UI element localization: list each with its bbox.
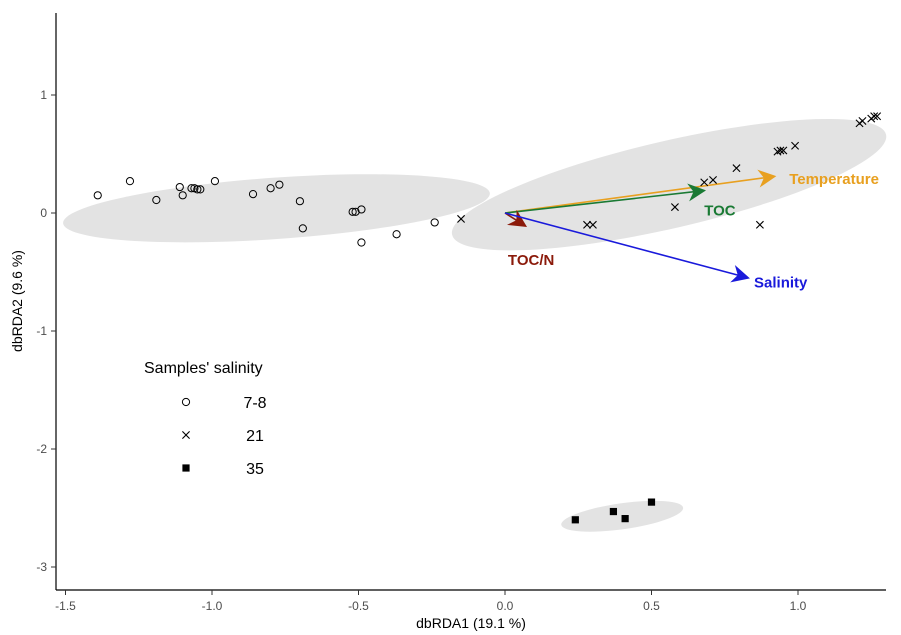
legend-label-35: 35 [246,461,264,478]
vector-label-toc-n: TOC/N [508,252,554,269]
point-salinity-21 [779,146,788,155]
y-axis-title: dbRDA2 (9.6 %) [9,250,25,352]
legend-title: Samples' salinity [144,360,263,377]
point-salinity-78 [357,238,366,247]
legend-key-21 [182,431,190,439]
sample-points [93,112,882,524]
ellipse-group-78 [63,174,490,243]
point-salinity-21 [858,116,867,125]
y-tick-label: -1 [36,324,47,338]
x-tick-label: 1.0 [790,599,807,613]
point-salinity-35 [647,498,656,506]
point-salinity-78 [178,191,187,200]
point-salinity-21 [732,164,741,173]
vector-label-toc: TOC [704,203,736,220]
point-salinity-78 [93,191,102,200]
point-salinity-78 [187,184,196,193]
point-salinity-21 [870,112,879,121]
point-salinity-78 [351,207,360,216]
point-salinity-78 [125,177,135,186]
point-salinity-78 [210,177,220,186]
point-salinity-78 [357,205,366,214]
vector-toc-n [504,209,528,227]
point-salinity-21 [670,203,679,212]
y-tick-label: 1 [40,88,47,102]
legend: Samples' salinity 7-8 21 35 [144,360,267,478]
environmental-vectors: Temperature TOC TOC/N Salinity [504,169,879,292]
point-salinity-78 [175,182,184,192]
x-tick-label: -1.0 [202,599,223,613]
point-salinity-21 [457,214,466,223]
point-salinity-78 [266,184,275,193]
axes [55,13,886,591]
x-tick-label: -1.5 [55,599,76,613]
point-salinity-35 [571,516,579,524]
point-salinity-78 [348,207,357,216]
point-salinity-21 [709,175,718,184]
point-salinity-78 [152,195,161,205]
point-salinity-35 [621,515,629,523]
point-salinity-21 [583,220,592,229]
x-tick-label: -0.5 [348,599,369,613]
point-salinity-78 [392,230,401,239]
point-salinity-78 [275,180,284,189]
point-salinity-21 [700,178,709,187]
y-tick-label: 0 [40,206,47,220]
x-tick-label: 0.5 [643,599,660,613]
point-salinity-21 [776,146,785,155]
legend-key-35 [182,464,190,472]
point-salinity-78 [295,197,304,206]
point-salinity-78 [248,190,258,199]
point-salinity-78 [298,224,307,233]
legend-key-78 [181,397,191,407]
axis-ticks: -1.5 -1.0 -0.5 0.0 0.5 1.0 -3 -2 -1 0 1 [36,88,806,613]
vector-salinity [504,212,750,283]
point-salinity-21 [755,220,764,229]
point-salinity-21 [791,141,800,150]
vector-toc [504,183,707,214]
point-salinity-78 [193,185,202,194]
point-salinity-21 [588,220,597,229]
point-salinity-35 [609,507,618,516]
vector-label-temperature: Temperature [789,171,879,188]
legend-label-21: 21 [246,428,264,445]
y-tick-label: -3 [36,560,47,574]
y-tick-label: -2 [36,442,47,456]
vector-temperature [504,169,777,214]
legend-label-78: 7-8 [243,395,266,412]
point-salinity-78 [196,185,205,194]
point-salinity-78 [430,218,439,227]
vector-label-salinity: Salinity [754,275,808,292]
point-salinity-21 [873,112,882,121]
x-axis-title: dbRDA1 (19.1 %) [416,615,526,631]
x-tick-label: 0.0 [497,599,514,613]
